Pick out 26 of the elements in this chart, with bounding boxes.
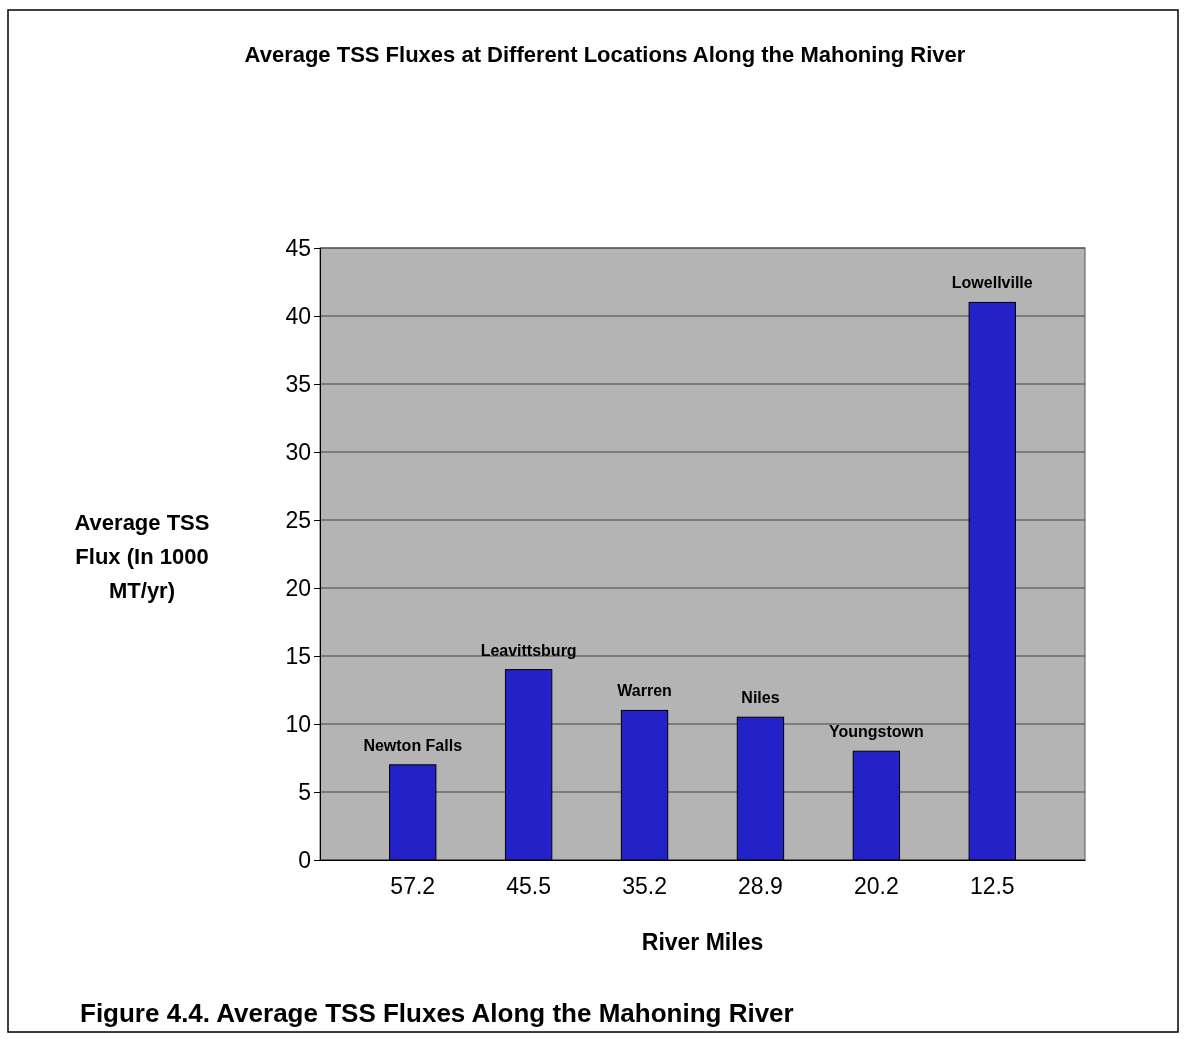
x-tick-label: 35.2 [622, 873, 667, 900]
x-axis-title: River Miles [641, 929, 764, 955]
y-tick-label: 0 [298, 846, 311, 873]
y-tick-label: 25 [285, 506, 311, 533]
y-tick-label: 10 [285, 710, 311, 737]
x-tick-label: 45.5 [506, 873, 552, 900]
y-tick-label: 30 [285, 438, 311, 465]
annotation: Niles [741, 689, 780, 707]
caption: Figure 4.4. Average TSS Fluxes Along the Mahoning River [80, 998, 794, 1028]
y-tick-label: 45 [285, 234, 311, 261]
y-tick-label: 35 [285, 370, 311, 397]
y-axis-title: Average TSS Flux (In 1000 MT/yr) [74, 510, 210, 603]
annotation: Youngstown [828, 723, 924, 741]
annotation: Warren [617, 682, 672, 700]
y-tick-label: 40 [285, 302, 311, 329]
y-tick-label: 5 [298, 778, 311, 805]
x-tick-label: 28.9 [738, 873, 783, 900]
y-tick-label: 20 [285, 574, 311, 601]
annotation: Leavittsburg [480, 641, 577, 659]
chart-title: Average TSS Fluxes at Different Locations Along the Mahoning River [244, 42, 966, 67]
x-tick-label: 20.2 [853, 873, 899, 900]
x-tick-label: 57.2 [390, 873, 436, 900]
y-tick-label: 15 [285, 642, 311, 669]
annotation: Newton Falls [363, 736, 463, 754]
x-tick-label: 12.5 [969, 873, 1015, 900]
annotation: Lowellville [951, 274, 1033, 292]
